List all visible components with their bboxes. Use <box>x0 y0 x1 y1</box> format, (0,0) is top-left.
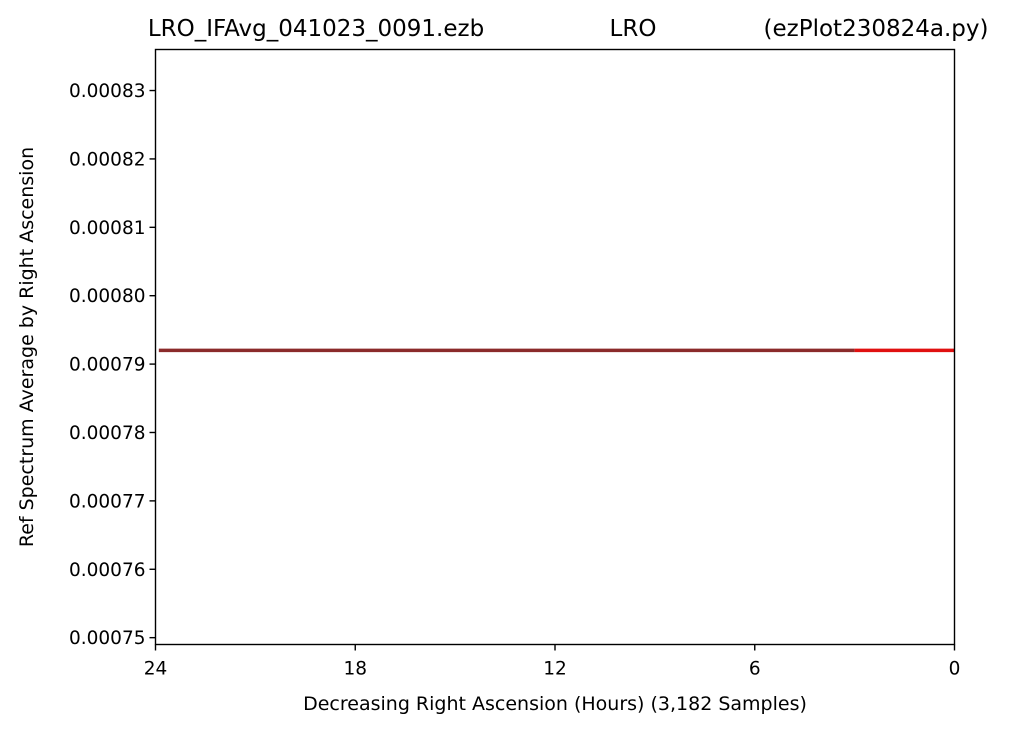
x-tick-label: 12 <box>543 659 567 680</box>
y-tick-label: 0.00083 <box>69 81 146 102</box>
y-tick-label: 0.00075 <box>69 628 146 649</box>
x-tick-label: 24 <box>144 659 168 680</box>
y-tick-label: 0.00079 <box>69 355 146 376</box>
y-tick-label: 0.00078 <box>69 423 146 444</box>
y-tick-label: 0.00077 <box>69 491 146 512</box>
y-axis-label: Ref Spectrum Average by Right Ascension <box>16 147 38 547</box>
x-tick-label: 18 <box>343 659 367 680</box>
chart-title-script: (ezPlot230824a.py) <box>764 16 989 42</box>
chart-title-filename: LRO_IFAvg_041023_0091.ezb <box>148 16 484 42</box>
y-tick-label: 0.00080 <box>69 286 146 307</box>
chart-title-station: LRO <box>610 16 657 42</box>
x-axis-label: Decreasing Right Ascension (Hours) (3,18… <box>303 693 807 715</box>
ticks-layer: 24 18 12 6 0 0.00075 0.00076 0.00077 0.00078 0.00… <box>69 81 960 679</box>
plot-frame <box>154 48 956 646</box>
y-tick-label: 0.00081 <box>69 218 146 239</box>
y-tick-label: 0.00082 <box>69 149 146 170</box>
x-tick-label: 0 <box>949 659 961 680</box>
x-tick-label: 6 <box>749 659 761 680</box>
y-tick-label: 0.00076 <box>69 560 146 581</box>
